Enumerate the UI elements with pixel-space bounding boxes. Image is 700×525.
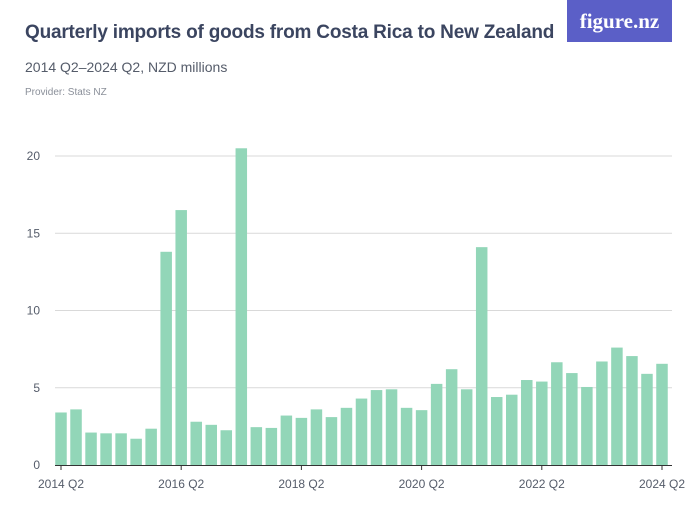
bar[interactable] [115, 433, 127, 465]
y-axis-ticks: 0 5 10 15 20 [27, 149, 41, 472]
bar[interactable] [596, 361, 608, 465]
bars [55, 148, 668, 465]
y-tick-label: 5 [33, 381, 40, 395]
bar[interactable] [445, 369, 458, 465]
bar[interactable] [70, 409, 82, 465]
bar[interactable] [506, 394, 518, 465]
x-axis [55, 465, 672, 470]
bar[interactable] [55, 412, 67, 465]
bar[interactable] [566, 373, 578, 465]
x-tick-label: 2024 Q2 [639, 477, 685, 491]
x-tick-label: 2014 Q2 [38, 477, 84, 491]
bar[interactable] [250, 427, 263, 465]
bar[interactable] [295, 417, 308, 465]
bar[interactable] [460, 389, 473, 465]
bar[interactable] [235, 148, 248, 465]
y-tick-label: 10 [27, 304, 41, 318]
x-tick-label: 2018 Q2 [278, 477, 324, 491]
bar[interactable] [385, 389, 398, 465]
x-axis-ticks: 2014 Q2 2016 Q2 2018 Q2 2020 Q2 2022 Q2 2024 … [38, 477, 685, 491]
y-tick-label: 15 [27, 226, 41, 240]
bar[interactable] [160, 251, 172, 465]
chart-title: Quarterly imports of goods from Costa Ri… [25, 22, 555, 43]
bar[interactable] [130, 438, 142, 465]
bar[interactable] [340, 407, 353, 465]
logo-text: figure.nz [579, 8, 660, 33]
bar[interactable] [551, 362, 563, 465]
bar[interactable] [355, 398, 368, 465]
bar[interactable] [641, 373, 653, 465]
bar[interactable] [430, 383, 443, 465]
chart-subtitle: 2014 Q2–2024 Q2, NZD millions [25, 59, 228, 75]
bar[interactable] [475, 247, 488, 465]
bar[interactable] [85, 432, 97, 465]
bar[interactable] [490, 397, 503, 465]
bar[interactable] [190, 421, 202, 465]
bar[interactable] [280, 415, 293, 465]
bar[interactable] [536, 381, 548, 465]
figure-nz-logo[interactable]: figure.nz [567, 0, 672, 42]
bar[interactable] [175, 210, 187, 465]
y-tick-label: 0 [33, 458, 40, 472]
x-tick-label: 2016 Q2 [158, 477, 204, 491]
bar[interactable] [370, 390, 383, 465]
bar[interactable] [145, 428, 157, 465]
bar[interactable] [265, 427, 278, 465]
bar[interactable] [611, 347, 623, 465]
x-tick-label: 2020 Q2 [399, 477, 445, 491]
bar[interactable] [325, 417, 338, 465]
bar[interactable] [220, 430, 233, 465]
y-tick-label: 20 [27, 149, 41, 163]
bar[interactable] [656, 363, 668, 465]
bar[interactable] [626, 356, 638, 465]
x-tick-label: 2022 Q2 [519, 477, 565, 491]
bar[interactable] [415, 410, 428, 465]
gridlines [55, 155, 672, 389]
bar[interactable] [521, 380, 533, 465]
bar[interactable] [400, 407, 413, 465]
bar[interactable] [100, 433, 112, 465]
data-provider: Provider: Stats NZ [25, 87, 107, 98]
bar[interactable] [310, 409, 323, 465]
bar[interactable] [205, 424, 218, 465]
bar[interactable] [581, 386, 593, 465]
